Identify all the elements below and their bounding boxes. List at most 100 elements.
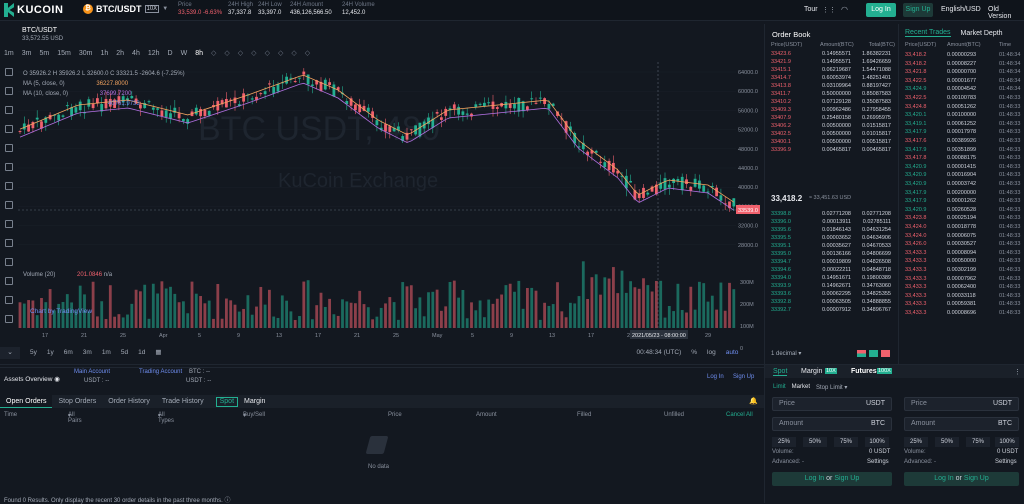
bid-row[interactable]: 33395.6 0.01846143 0.04631254 bbox=[771, 227, 891, 233]
tab-market-depth[interactable]: Market Depth bbox=[960, 29, 1003, 37]
timeframe-5m[interactable]: 5m bbox=[39, 49, 50, 57]
pairs-filter[interactable]: All Pairs ▾ bbox=[68, 412, 82, 424]
eye-icon[interactable] bbox=[5, 296, 13, 304]
range-1d[interactable]: 1d bbox=[138, 348, 146, 356]
timeframe-12h[interactable]: 12h bbox=[147, 49, 160, 57]
ask-row[interactable]: 33421.9 0.14955571 1.69426659 bbox=[771, 59, 891, 65]
buy-pct-50[interactable]: 50% bbox=[803, 437, 827, 447]
ask-row[interactable]: 33414.7 0.60053974 1.48251401 bbox=[771, 75, 891, 81]
tab-limit[interactable]: Limit bbox=[773, 384, 786, 390]
tab-spot[interactable]: Spot bbox=[773, 368, 788, 376]
tab-stop-orders[interactable]: Stop Orders bbox=[58, 398, 97, 405]
bid-row[interactable]: 33394.0 0.14951671 0.19800389 bbox=[771, 275, 891, 281]
bid-row[interactable]: 33395.1 0.00035627 0.04670533 bbox=[771, 243, 891, 249]
book-view-asks-icon[interactable] bbox=[881, 350, 890, 357]
crosshair-icon[interactable] bbox=[5, 68, 13, 76]
settings-icon[interactable]: ◇ bbox=[291, 50, 297, 57]
spot-filter[interactable]: Spot bbox=[215, 396, 239, 407]
timeframe-1m[interactable]: 1m bbox=[4, 49, 14, 57]
book-view-bids-icon[interactable] bbox=[869, 350, 878, 357]
bid-row[interactable]: 33394.7 0.00019809 0.04826508 bbox=[771, 259, 891, 265]
sell-login-button[interactable]: Log In or Sign Up bbox=[904, 472, 1019, 486]
timeframe-3m[interactable]: 3m bbox=[21, 49, 32, 57]
login-button[interactable]: Log In bbox=[866, 3, 896, 17]
sell-pct-50[interactable]: 50% bbox=[935, 437, 959, 447]
ruler-icon[interactable] bbox=[5, 220, 13, 228]
redo-icon[interactable]: ◇ bbox=[237, 50, 244, 57]
margin-filter[interactable]: Margin bbox=[244, 398, 266, 405]
range-5d[interactable]: 5d bbox=[120, 348, 129, 356]
sell-pct-75[interactable]: 75% bbox=[966, 437, 990, 447]
zoom-icon[interactable] bbox=[5, 239, 13, 247]
trash-icon[interactable] bbox=[5, 315, 13, 323]
tab-stop-limit[interactable]: Stop Limit ▾ bbox=[816, 385, 848, 391]
timeframe-4h[interactable]: 4h bbox=[132, 49, 140, 57]
tour-link[interactable]: Tour bbox=[804, 6, 818, 13]
timeframe-1h[interactable]: 1h bbox=[100, 49, 109, 57]
range-1y[interactable]: 1y bbox=[46, 348, 54, 356]
ask-row[interactable]: 33406.2 0.00500000 0.01515817 bbox=[771, 123, 891, 129]
tab-market[interactable]: Market bbox=[791, 384, 811, 390]
signup-button[interactable]: Sign Up bbox=[903, 3, 933, 17]
bid-row[interactable]: 33392.7 0.00007912 0.34896767 bbox=[771, 307, 891, 313]
bid-row[interactable]: 33395.0 0.00136166 0.04806699 bbox=[771, 251, 891, 257]
timeframe-w[interactable]: W bbox=[180, 49, 188, 57]
buy-pct-100[interactable]: 100% bbox=[865, 437, 889, 447]
compare-icon[interactable]: ◇ bbox=[251, 50, 257, 57]
range-1m[interactable]: 1m bbox=[101, 348, 111, 356]
ask-row[interactable]: 33407.9 0.25480158 0.26995975 bbox=[771, 115, 891, 121]
cancel-all-button[interactable]: Cancel All bbox=[726, 412, 753, 418]
tradingview-attribution[interactable]: Chart by TradingView bbox=[30, 308, 93, 315]
bid-row[interactable]: 33393.6 0.00062295 0.34825355 bbox=[771, 291, 891, 297]
timeframe-30m[interactable]: 30m bbox=[78, 49, 93, 57]
fx-icon[interactable]: ◇ bbox=[277, 50, 284, 57]
buy-login-button[interactable]: Log In or Sign Up bbox=[772, 472, 892, 486]
trade-info-icon[interactable]: ⋮ bbox=[1014, 369, 1021, 376]
bid-row[interactable]: 33394.6 0.00022211 0.04848718 bbox=[771, 267, 891, 273]
undo-icon[interactable]: ◇ bbox=[224, 50, 230, 57]
sell-advanced[interactable]: Advanced: - bbox=[904, 459, 937, 465]
log-toggle[interactable]: log bbox=[707, 348, 716, 356]
buy-settings[interactable]: Settings bbox=[867, 459, 889, 465]
ask-row[interactable]: 33423.6 0.14955571 1.86382231 bbox=[771, 51, 891, 57]
collapse-chevron-icon[interactable]: ⌄ bbox=[0, 347, 20, 359]
buy-amount-input[interactable]: Amount BTC bbox=[772, 417, 892, 431]
menu-icon[interactable]: ⋮⋮ bbox=[822, 7, 836, 14]
ask-row[interactable]: 33410.2 0.07129128 0.35087583 bbox=[771, 99, 891, 105]
timeframe-15m[interactable]: 15m bbox=[57, 49, 71, 57]
sell-settings[interactable]: Settings bbox=[995, 459, 1017, 465]
brush-icon[interactable] bbox=[5, 125, 13, 133]
ask-row[interactable]: 33402.5 0.00500000 0.01015817 bbox=[771, 131, 891, 137]
magnet-icon[interactable] bbox=[5, 258, 13, 266]
old-version-link[interactable]: Old Version bbox=[988, 6, 1012, 20]
types-filter[interactable]: All Types ▾ bbox=[158, 412, 175, 424]
bid-row[interactable]: 33395.5 0.00003652 0.04634906 bbox=[771, 235, 891, 241]
buy-price-input[interactable]: Price USDT bbox=[772, 397, 892, 411]
price-chart[interactable]: BTC USDT, 480 KuCoin Exchange 64000.0 600… bbox=[18, 62, 760, 356]
trendline-icon[interactable] bbox=[5, 87, 13, 95]
language-selector[interactable]: English/USD bbox=[941, 6, 981, 13]
ask-row[interactable]: 33409.3 0.00962486 0.27958455 bbox=[771, 107, 891, 113]
candle-type-icon[interactable]: ◇ bbox=[264, 50, 270, 57]
main-account-link[interactable]: Main Account bbox=[74, 369, 111, 375]
pattern-icon[interactable] bbox=[5, 163, 13, 171]
sell-pct-100[interactable]: 100% bbox=[995, 437, 1019, 447]
side-filter[interactable]: Buy/Sell ▾ bbox=[243, 412, 266, 419]
sell-amount-input[interactable]: Amount BTC bbox=[904, 417, 1019, 431]
timeframe-2h[interactable]: 2h bbox=[116, 49, 125, 57]
assets-login-link[interactable]: Log In bbox=[707, 374, 724, 380]
timeframe-8h[interactable]: 8h bbox=[195, 49, 203, 57]
kucoin-logo[interactable]: KUCOIN bbox=[4, 3, 63, 17]
candlestick-chart[interactable]: BTC USDT, 480 KuCoin Exchange 64000.0 600… bbox=[18, 62, 760, 356]
range-6m[interactable]: 6m bbox=[63, 348, 73, 356]
ask-row[interactable]: 33400.1 0.00500000 0.00515817 bbox=[771, 139, 891, 145]
bid-row[interactable]: 33398.8 0.02771208 0.02771208 bbox=[771, 211, 891, 217]
shapes-icon[interactable] bbox=[5, 201, 13, 209]
calendar-icon[interactable]: ▦ bbox=[155, 349, 162, 356]
tab-order-history[interactable]: Order History bbox=[108, 398, 150, 405]
sell-price-input[interactable]: Price USDT bbox=[904, 397, 1019, 411]
ask-row[interactable]: 33396.9 0.00465817 0.00465817 bbox=[771, 147, 891, 153]
ask-row[interactable]: 33415.1 0.06219687 1.54471088 bbox=[771, 67, 891, 73]
tab-margin[interactable]: Margin bbox=[801, 368, 823, 375]
indicator-icon[interactable]: ◇ bbox=[211, 50, 217, 57]
